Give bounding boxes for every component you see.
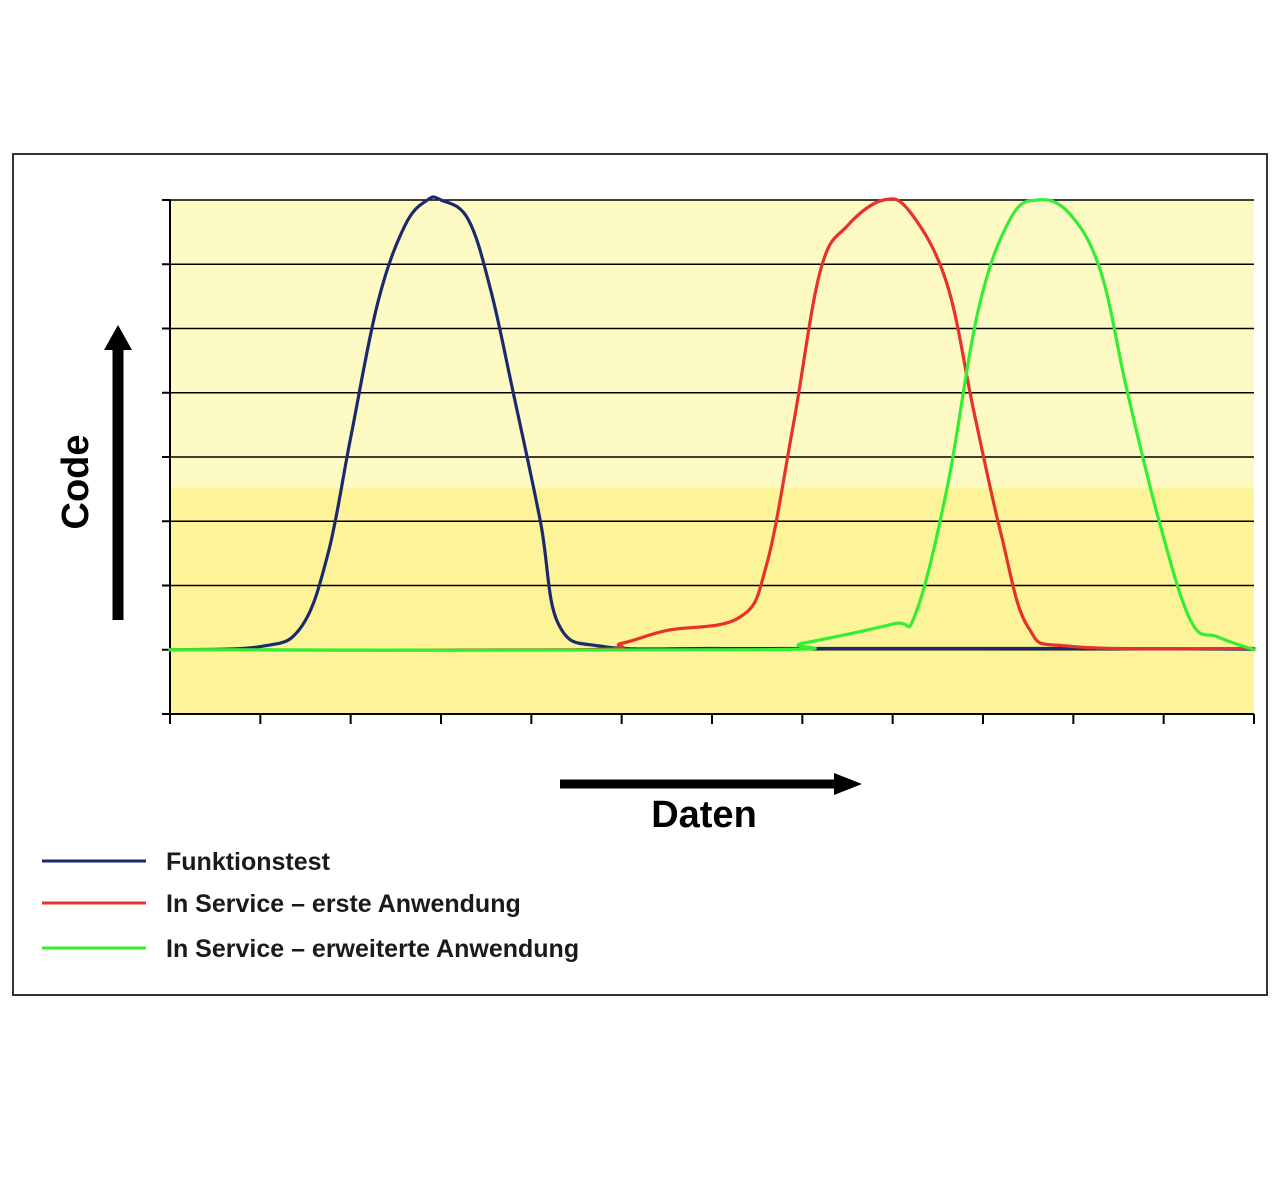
- series-line-3: [168, 198, 1256, 652]
- series-line-1: [168, 195, 1256, 652]
- axes: [162, 199, 1255, 724]
- y-axis-title-group: Code: [55, 325, 132, 620]
- line-chart: Code Daten Funktionstest In Service – ers…: [42, 195, 1256, 963]
- gridlines: [170, 199, 1254, 651]
- x-axis-arrowhead-icon: [834, 773, 862, 795]
- legend: Funktionstest In Service – erste Anwendun…: [42, 848, 579, 963]
- chart-frame: Code Daten Funktionstest In Service – ers…: [12, 153, 1268, 996]
- x-axis-title-group: Daten: [560, 773, 862, 836]
- plot-background-lower: [170, 487, 1254, 714]
- y-axis-arrowhead-icon: [104, 325, 132, 350]
- legend-label: Funktionstest: [166, 848, 331, 876]
- y-axis-title: Code: [55, 435, 97, 530]
- x-axis-title: Daten: [651, 794, 757, 836]
- plot-background-upper: [170, 200, 1254, 488]
- legend-label: In Service – erweiterte Anwendung: [166, 935, 579, 963]
- series-layer: [168, 195, 1256, 652]
- legend-label: In Service – erste Anwendung: [166, 890, 521, 918]
- series-line-2: [168, 197, 1256, 652]
